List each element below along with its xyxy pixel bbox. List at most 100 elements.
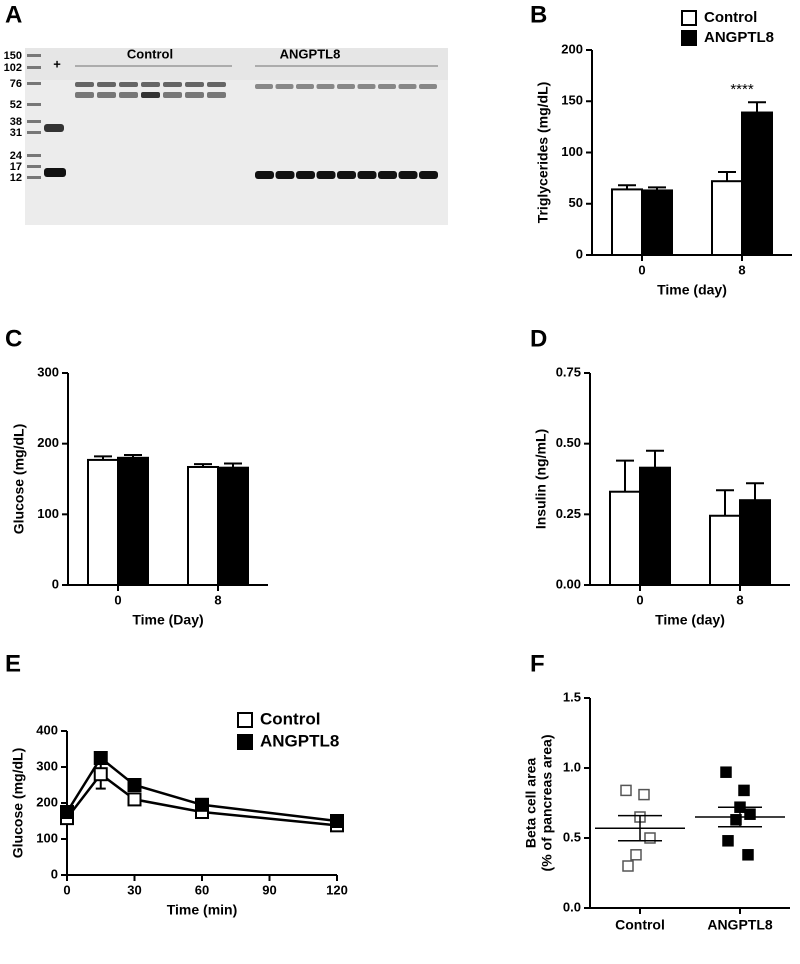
band [75,92,94,98]
band [337,84,355,89]
marker [330,814,344,828]
x-tick-label: 8 [736,592,743,607]
bar [711,180,743,256]
y-tick-label: 100 [561,144,583,159]
x-tick-label: 30 [127,882,141,897]
y-tick-label: 0.5 [563,829,581,844]
point [638,788,650,801]
chart-panel: C 0 100 200 300 Glucose (mg/dL) Time (Day) 0 8 [5,325,268,628]
band [44,168,66,177]
band [119,92,138,98]
band [296,171,315,179]
band [185,92,204,98]
ladder-label: 76 [10,78,22,90]
marker [93,767,108,782]
error-bar [748,101,766,113]
band [207,82,226,87]
error-bar [646,449,664,468]
marker [195,797,209,812]
sem-bar [618,814,662,842]
ladder-label: 52 [10,99,22,111]
ladder-band [27,165,41,168]
band [419,84,437,89]
legend-swatch [681,10,697,26]
chart-panel: D 0.00 0.25 0.50 0.75 Insulin (ng/mL) Time (da… [530,325,790,628]
point [644,832,656,844]
panel-label: B [530,1,547,28]
y-tick-label: 200 [561,41,583,56]
bar [187,465,219,586]
band [275,84,294,89]
band [141,82,160,87]
band [316,84,335,89]
marker [60,805,74,819]
y-tick-label: 0.00 [556,576,581,591]
y-tick-label: 1.5 [563,689,581,704]
point [622,860,634,872]
y-tick-label: 100 [36,830,58,845]
band [337,171,356,179]
bar [87,458,119,587]
chart-panel: B 0 50 100 150 200 Triglycerides (mg/dL) Time (… [530,1,792,298]
error-bar [716,489,734,516]
band [255,171,274,179]
y-axis-label: (% of pancreas area) [539,735,555,872]
x-tick-label: ANGPTL8 [707,917,773,933]
y-tick-label: 0 [576,246,583,261]
ladder-band [27,120,41,123]
panel-label: D [530,325,547,352]
x-tick-label: 8 [214,592,221,607]
band [378,84,396,89]
legend-swatch [681,30,697,46]
chart-panel: E 0 100 200 300 400 Glucose (mg/dL) Time (min) 0… [5,650,348,917]
x-tick-label: 120 [326,882,348,897]
point [738,784,750,797]
bar [117,456,149,586]
sem-bar [718,806,762,828]
band [97,82,116,87]
marker [127,778,142,792]
ladder-band [27,131,41,134]
error-bar [616,459,634,492]
x-tick-label: 0 [63,882,70,897]
bar [611,188,643,256]
y-axis-label: Insulin (ng/mL) [533,429,549,529]
y-tick-label: 200 [36,794,58,809]
band [163,92,182,98]
blot-background [25,80,448,225]
bar [739,499,771,587]
band [357,84,376,89]
x-tick-label: 90 [262,882,276,897]
point [722,835,734,847]
panel-label: C [5,325,22,352]
legend-label: ANGPTL8 [704,29,774,46]
blot-panel: A + Control ANGPTL8 [5,1,448,225]
band [316,171,336,179]
x-axis-label: Time (day) [655,612,725,628]
ladder-label: 17 [10,161,22,173]
point [630,849,642,861]
band [75,82,94,87]
ladder-band [27,176,41,179]
panel-label: A [5,1,22,28]
ladder-band [27,154,41,157]
bar [639,466,671,586]
band [207,92,226,98]
x-axis-label: Time (day) [657,282,727,298]
group-label: ANGPTL8 [280,46,341,61]
y-tick-label: 100 [37,506,59,521]
x-axis-label: Time (min) [167,902,238,918]
band [97,92,116,98]
y-tick-label: 400 [36,722,58,737]
point [620,784,632,797]
band [275,171,295,179]
ladder-label: 150 [4,50,22,62]
point [744,808,756,820]
y-tick-label: 200 [37,435,59,450]
bar [217,466,249,586]
band [398,84,417,89]
legend-swatch [237,712,253,728]
x-tick-label: 0 [638,262,645,277]
x-axis-label: Time (Day) [132,612,203,628]
